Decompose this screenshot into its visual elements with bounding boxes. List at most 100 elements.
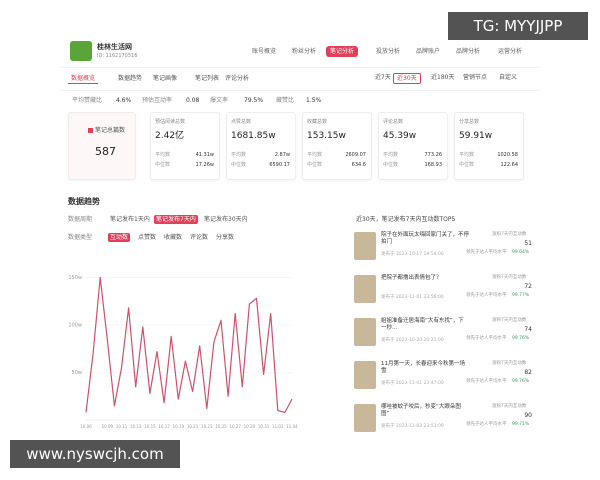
card-median-label: 中位数 [231,162,247,168]
nav-tab[interactable]: 品牌分析 [456,48,481,55]
kind-tab[interactable]: 评论数 [190,234,209,241]
x-tick-label: 10.09 [102,424,114,429]
card-median: 17.26w [195,162,214,168]
thumbnail[interactable] [354,361,376,389]
card-value: 59.91w [459,131,493,141]
thumbnail[interactable] [354,232,376,260]
item-title[interactable]: 哪哇被蚊子咬后，秒变“大眼朵图图” [381,404,461,417]
nav-tab[interactable]: 品牌账户 [416,48,441,55]
sub-tab[interactable]: 数据趋势 [118,75,143,82]
x-tick-label: 10.11 [116,424,128,429]
card-median-label: 中位数 [307,162,323,168]
item-date: 发布于 2023-11-01 23:56:00 [381,295,444,300]
y-tick-label: 150w [68,275,82,281]
range-tab[interactable]: 营销节点 [463,74,488,81]
item-title[interactable]: 院子在外面玩太嗨回家门关了，不停拍门 [381,232,470,245]
card-label: 收藏总数 [307,119,328,125]
card-avg-label: 平均数 [155,152,171,158]
nav-tab[interactable]: 粉丝分析 [292,48,317,55]
sub-tab[interactable]: 笔记画像 [153,75,178,82]
card-avg-label: 平均数 [231,152,247,158]
top5-title: 近30天，笔记发布7天内互动数TOP5 [356,216,456,223]
x-tick-label: 10.21 [187,424,199,429]
kind-tab[interactable]: 收藏数 [164,234,183,241]
item-lead-label: 领先于达人平均水平 [466,250,507,255]
card-value: 153.15w [307,131,346,141]
divider [60,90,540,91]
nav-tab[interactable]: 投放分析 [376,48,401,55]
brand: 桂林生活网 [97,43,132,51]
period-tab[interactable]: 笔记发布1天内 [110,216,150,223]
card-value: 1681.85w [231,131,276,141]
metric-label: 爆文率 [210,97,229,104]
nav-tab[interactable]: 账号概览 [252,48,277,55]
kind-label: 数据类型 [68,234,93,241]
item-pct: 99.77% [512,293,530,298]
kind-tab[interactable]: 互动数 [108,233,131,243]
item-title[interactable]: 把院子都撸出表情包了？ [381,275,442,281]
sub-tab[interactable]: 评论分析 [225,75,250,82]
item-value: 90 [524,412,532,419]
card-value: 587 [95,145,116,158]
item-title[interactable]: 11月第一天，长春迎来今秋第一场雪 [381,361,465,374]
thumbnail[interactable] [354,275,376,303]
item-metric-label: 涨粉7天内互动数 [492,361,527,366]
card-median-label: 中位数 [155,162,171,168]
item-date: 发布于 2023-11-03 23:53:00 [381,424,444,429]
item-date: 发布于 2023-11-01 23:47:00 [381,381,444,386]
item-pct: 99.76% [512,336,530,341]
range-tab[interactable]: 自定义 [499,74,518,81]
metric-label: 藏赞比 [276,97,295,104]
kind-tab[interactable]: 分享数 [216,234,235,241]
period-tab[interactable]: 笔记发布30天内 [204,216,248,223]
period-tab[interactable]: 笔记发布7天内 [154,215,198,225]
range-tab[interactable]: 近180天 [431,74,455,81]
range-tab[interactable]: 近30天 [393,73,421,85]
card-median: 168.93 [424,162,443,168]
metric-label: 平均赞藏比 [72,97,103,104]
nav-tab[interactable]: 笔记分析 [326,46,359,58]
card-icon [88,128,93,133]
nav-tab[interactable]: 运营分析 [498,48,523,55]
y-tick-label: 100w [68,323,82,329]
range-tab[interactable]: 近7天 [375,74,391,81]
item-pct: 99.71% [512,422,530,427]
card-label: 预估阅读总数 [155,119,186,125]
card-label: 点赞总数 [231,119,252,125]
metric-value: 1.5% [306,97,322,104]
item-pct: 99.76% [512,379,530,384]
thumbnail[interactable] [354,404,376,432]
thumbnail[interactable] [354,318,376,346]
card-median: 634.6 [351,162,366,168]
x-tick-label: 10.27 [229,424,241,429]
stat-card [302,112,372,180]
y-tick-label: 50w [72,370,82,376]
x-tick-label: 11.04 [286,424,298,429]
card-avg-label: 平均数 [459,152,475,158]
item-lead-label: 领先于达人平均水平 [466,293,507,298]
item-lead-label: 领先于达人平均水平 [466,379,507,384]
watermark-bottom: www.nyswcjh.com [10,440,180,468]
item-title[interactable]: 姐姐准备迁居海南“大有东找”，下一秒... [381,318,464,331]
divider [60,67,540,68]
stat-card [226,112,296,180]
x-tick-label: 10.06 [80,424,92,429]
sub-tab[interactable]: 笔记列表 [195,75,220,82]
item-metric-label: 涨粉7天内互动数 [492,275,527,280]
card-avg: 773.26 [424,152,443,158]
sub-tab[interactable]: 数据概览 [68,74,99,85]
card-median-label: 中位数 [383,162,399,168]
x-tick-label: 10.23 [201,424,213,429]
item-value: 72 [524,283,532,290]
card-label: 笔记总篇数 [95,127,126,134]
x-tick-label: 10.25 [215,424,227,429]
logo [70,41,92,61]
stat-card [150,112,220,180]
item-metric-label: 涨粉7天内互动数 [492,318,527,323]
card-label: 分享总数 [459,119,480,125]
kind-tab[interactable]: 点赞数 [138,234,157,241]
card-avg: 2.87w [274,152,290,158]
item-date: 发布于 2023-10-17 19:54:00 [381,252,444,257]
